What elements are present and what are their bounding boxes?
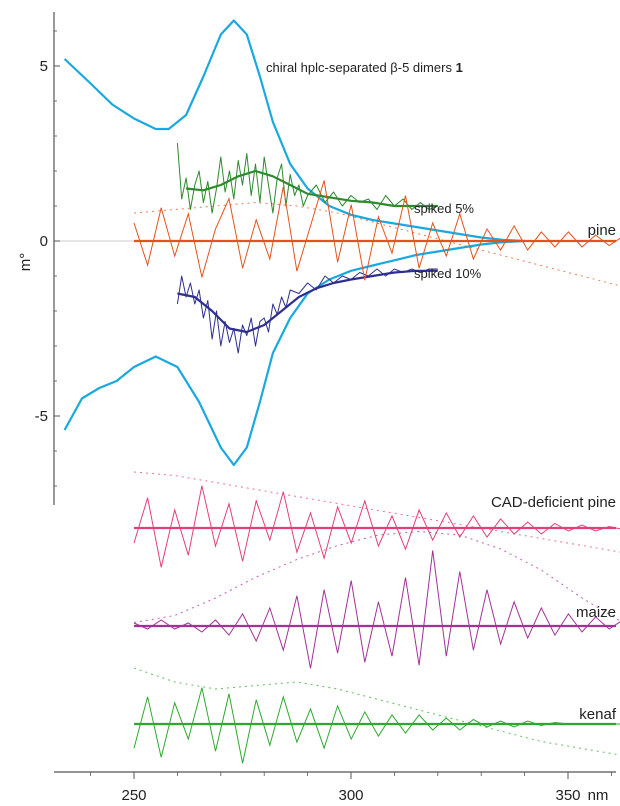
trace-label-kenaf: kenaf <box>579 706 617 723</box>
x-tick-label: 350 <box>555 787 580 804</box>
series-dimers_pos <box>63 19 525 243</box>
annotation-dimers-text: chiral hplc-separated β-5 dimers <box>266 60 456 75</box>
series-spiked5_noisy <box>176 142 438 214</box>
trace-cad <box>133 485 620 568</box>
series-spiked10_smooth <box>177 269 438 334</box>
x-axis-unit-label: nm <box>588 787 609 804</box>
series-spiked5_smooth <box>185 169 438 208</box>
annotation-dimers-bold: 1 <box>456 60 463 75</box>
envelope-kenaf <box>133 667 620 756</box>
trace-kenaf <box>133 687 620 764</box>
trace-pine <box>133 180 620 281</box>
y-axis-label: m° <box>17 253 34 272</box>
y-tick-label: 5 <box>40 58 48 75</box>
axes-layer <box>53 12 616 773</box>
ticks-layer: 5 0 -5 250 300 350 <box>35 30 612 804</box>
x-tick-label: 300 <box>338 787 363 804</box>
envelope-maize <box>133 530 620 623</box>
annotation-dimers: chiral hplc-separated β-5 dimers 1 <box>266 60 463 75</box>
annotation-spiked-5: spiked 5% <box>414 201 474 216</box>
trace-label-cad-deficient-pine: CAD-deficient pine <box>491 494 616 511</box>
y-tick-label: -5 <box>35 408 48 425</box>
series-spiked10_noisy <box>176 268 438 354</box>
x-tick-label: 250 <box>121 787 146 804</box>
envelope-cad <box>133 471 620 553</box>
y-tick-label: 0 <box>40 233 48 250</box>
trace-maize <box>133 550 620 669</box>
series-dimers_neg <box>63 239 525 467</box>
series-layer <box>63 19 620 764</box>
envelope-pine <box>133 201 620 287</box>
annotation-spiked-10: spiked 10% <box>414 266 482 281</box>
trace-label-maize: maize <box>576 604 616 621</box>
trace-label-pine: pine <box>588 222 616 239</box>
